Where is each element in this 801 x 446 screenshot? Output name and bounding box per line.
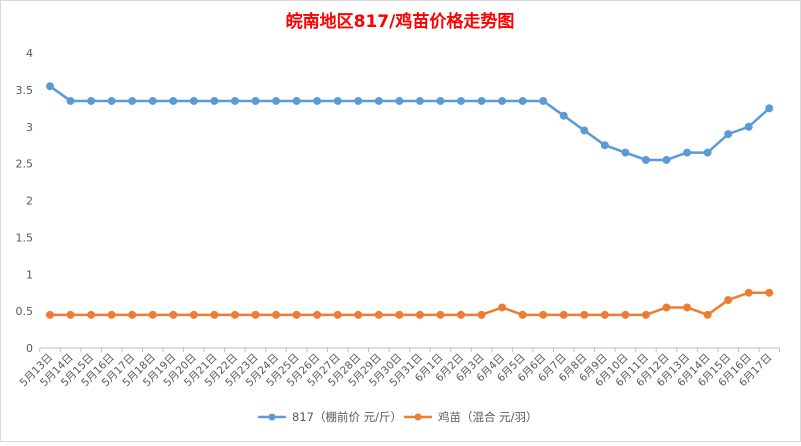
data-point: [600, 141, 609, 150]
data-point: [354, 96, 363, 105]
data-point: [107, 310, 116, 319]
y-tick-label: 1.5: [16, 231, 34, 244]
data-point: [128, 310, 137, 319]
legend-label: 817（棚前价 元/斤）: [292, 410, 402, 424]
y-tick-label: 2: [26, 195, 33, 208]
legend: 817（棚前价 元/斤） 鸡苗（混合 元/羽）: [258, 410, 538, 424]
y-tick-label: 1: [26, 268, 33, 281]
data-point: [436, 96, 445, 105]
data-point: [292, 96, 301, 105]
data-point: [724, 130, 733, 139]
y-tick-label: 2.5: [16, 158, 34, 171]
legend-swatch-marker: [268, 413, 276, 421]
data-point: [539, 310, 548, 319]
data-point: [765, 104, 774, 113]
data-point: [251, 310, 260, 319]
data-point: [148, 96, 157, 105]
data-point: [477, 96, 486, 105]
data-point: [457, 310, 465, 319]
data-point: [580, 310, 589, 319]
data-point: [374, 96, 383, 105]
y-tick-label: 3.5: [16, 84, 34, 97]
data-point: [600, 310, 609, 319]
data-point: [498, 96, 507, 105]
y-axis: 0 0.5 1 1.5 2 2.5 3 3.5 4: [16, 47, 34, 355]
data-point: [107, 96, 116, 105]
data-point: [87, 96, 96, 105]
data-point: [128, 96, 137, 105]
data-point: [210, 96, 219, 105]
chart-title: 皖南地区817/鸡苗价格走势图: [286, 11, 515, 32]
data-point: [333, 96, 342, 105]
data-point: [477, 310, 486, 319]
data-point: [539, 96, 548, 105]
data-point: [559, 310, 568, 319]
data-point: [210, 310, 219, 319]
data-point: [46, 310, 54, 319]
data-point: [272, 96, 281, 105]
y-tick-label: 4: [26, 47, 33, 60]
data-point: [498, 303, 507, 312]
data-point: [744, 288, 753, 297]
data-point: [66, 310, 75, 319]
data-point: [230, 310, 239, 319]
series-1: [46, 82, 774, 164]
data-point: [292, 310, 301, 319]
data-point: [724, 296, 733, 305]
data-point: [662, 155, 671, 164]
data-point: [518, 310, 527, 319]
data-point: [457, 96, 465, 105]
data-point: [436, 310, 445, 319]
data-point: [621, 310, 630, 319]
y-tick-label: 3: [26, 121, 33, 134]
legend-label: 鸡苗（混合 元/羽）: [438, 410, 538, 424]
y-tick-label: 0.5: [16, 305, 34, 318]
data-point: [580, 126, 589, 135]
data-point: [313, 96, 322, 105]
data-point: [169, 310, 178, 319]
y-tick-label: 0: [26, 342, 33, 355]
data-point: [641, 310, 650, 319]
data-point: [46, 82, 54, 91]
data-point: [87, 310, 96, 319]
data-point: [703, 310, 712, 319]
data-point: [621, 148, 630, 157]
series-layer: [46, 82, 774, 319]
data-point: [230, 96, 239, 105]
legend-swatch-marker: [414, 413, 422, 421]
data-point: [415, 310, 424, 319]
series-2: [46, 288, 774, 319]
data-point: [683, 303, 692, 312]
data-point: [662, 303, 671, 312]
data-point: [395, 96, 404, 105]
data-point: [395, 310, 404, 319]
data-point: [559, 111, 568, 120]
data-point: [641, 155, 650, 164]
data-point: [272, 310, 281, 319]
data-point: [66, 96, 75, 105]
data-point: [251, 96, 260, 105]
data-point: [765, 288, 774, 297]
data-point: [354, 310, 363, 319]
data-point: [189, 310, 198, 319]
data-point: [148, 310, 157, 319]
data-point: [703, 148, 712, 157]
data-point: [683, 148, 692, 157]
data-point: [415, 96, 424, 105]
data-point: [374, 310, 383, 319]
data-point: [189, 96, 198, 105]
data-point: [518, 96, 527, 105]
data-point: [313, 310, 322, 319]
data-point: [333, 310, 342, 319]
data-point: [744, 122, 753, 131]
data-point: [169, 96, 178, 105]
